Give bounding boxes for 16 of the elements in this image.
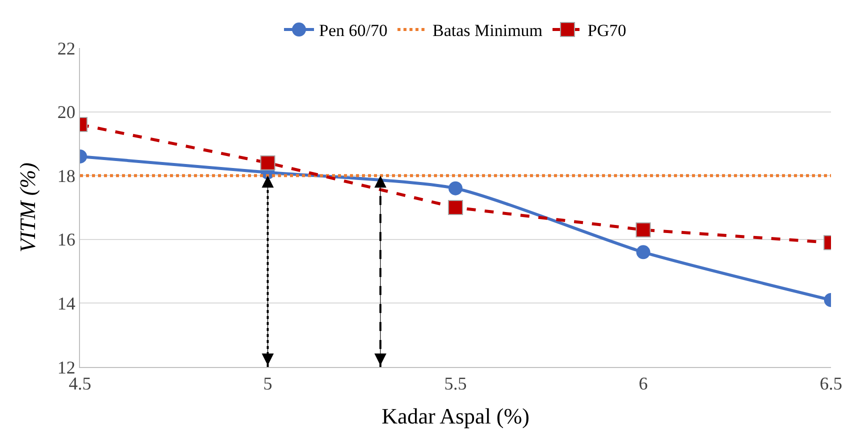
x-tick-label: 5.5: [444, 374, 467, 394]
y-tick-label: 20: [57, 102, 76, 122]
x-tick-label: 5: [263, 374, 272, 394]
x-tick-label: 6: [638, 374, 648, 394]
point: [448, 181, 462, 196]
legend-label: PG70: [588, 21, 626, 40]
y-axis-title: VITM (%): [15, 162, 40, 252]
legend-label: Pen 60/70: [319, 21, 388, 40]
legend-label: Batas Minimum: [432, 21, 543, 40]
point: [448, 200, 463, 215]
y-tick-label: 18: [57, 166, 76, 186]
x-tick-label: 6.5: [820, 374, 842, 394]
y-tick-label: 22: [57, 38, 76, 58]
y-tick-label: 14: [57, 294, 76, 314]
x-axis-title: Kadar Aspal (%): [382, 404, 530, 428]
y-tick-label: 16: [57, 230, 76, 250]
